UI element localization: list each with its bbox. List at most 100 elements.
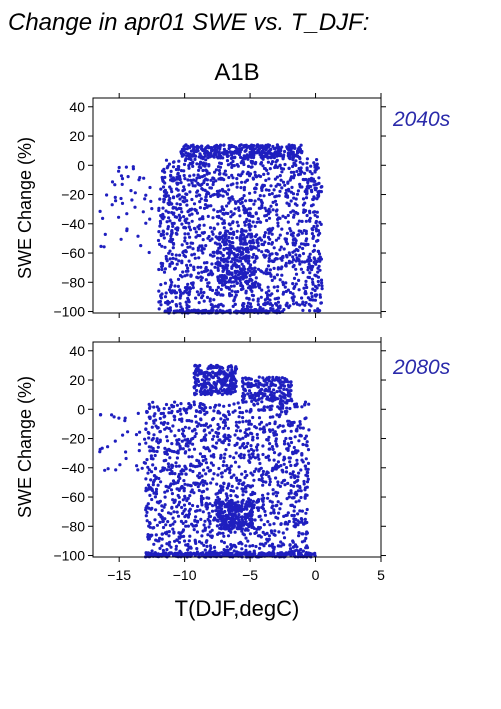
data-point	[159, 294, 163, 298]
data-point	[161, 230, 166, 234]
data-point	[240, 262, 244, 266]
data-point	[164, 158, 169, 162]
data-point	[205, 370, 209, 375]
data-point	[175, 510, 179, 514]
data-point	[149, 454, 153, 458]
data-point	[218, 274, 222, 278]
data-point	[191, 164, 195, 168]
data-point	[186, 548, 190, 552]
data-point	[223, 509, 227, 514]
data-point	[247, 449, 251, 453]
data-point	[118, 463, 122, 467]
data-point	[292, 170, 296, 174]
data-point	[142, 461, 146, 465]
data-point	[281, 395, 285, 399]
data-point	[183, 219, 187, 223]
data-point	[255, 182, 259, 187]
data-point	[306, 258, 310, 262]
data-point	[242, 481, 246, 485]
data-point	[249, 471, 253, 475]
data-point	[227, 508, 231, 513]
data-point	[240, 394, 245, 398]
data-point	[187, 448, 191, 452]
data-point	[262, 544, 266, 548]
data-point	[186, 144, 190, 148]
data-point	[193, 207, 197, 212]
data-point	[198, 508, 202, 512]
data-point	[166, 201, 170, 205]
data-point	[176, 171, 180, 175]
data-point	[263, 231, 267, 235]
data-point	[282, 442, 287, 446]
data-point	[297, 233, 301, 237]
data-point	[159, 283, 163, 287]
data-point	[228, 371, 232, 375]
data-point	[182, 407, 186, 411]
data-point	[288, 253, 292, 257]
data-point	[260, 186, 264, 190]
data-point	[232, 164, 236, 168]
data-point	[261, 243, 266, 247]
data-point	[320, 185, 324, 189]
data-point	[296, 519, 300, 523]
data-point	[186, 232, 190, 236]
data-point	[220, 510, 224, 514]
data-point	[178, 202, 182, 207]
data-point	[172, 450, 176, 454]
data-point	[214, 403, 218, 407]
data-point	[265, 470, 269, 474]
data-point	[219, 471, 223, 475]
data-point	[292, 520, 296, 524]
data-point	[212, 455, 216, 459]
data-point	[274, 433, 279, 437]
y-tick-label: −20	[61, 431, 85, 447]
data-point	[279, 502, 283, 506]
data-point	[289, 429, 293, 433]
data-point	[318, 231, 322, 235]
data-point	[173, 266, 177, 270]
data-point	[264, 309, 268, 313]
data-point	[262, 302, 266, 306]
data-point	[151, 483, 155, 487]
data-point	[244, 400, 248, 404]
data-point	[223, 505, 227, 509]
data-point	[239, 201, 243, 205]
data-point	[249, 391, 253, 395]
data-point	[202, 181, 206, 185]
data-point	[279, 149, 283, 153]
data-point	[291, 241, 295, 245]
data-point	[237, 276, 241, 280]
data-point	[221, 463, 225, 468]
data-point	[237, 465, 241, 469]
data-point	[272, 259, 276, 263]
data-point	[314, 262, 318, 266]
data-point	[170, 252, 174, 256]
data-point	[228, 552, 232, 556]
data-point	[244, 199, 248, 203]
data-point	[168, 523, 172, 528]
data-point	[316, 275, 321, 279]
data-point	[235, 163, 239, 167]
data-point	[227, 175, 231, 180]
data-point	[225, 192, 230, 196]
data-point	[119, 237, 123, 241]
data-point	[183, 425, 187, 429]
data-point	[248, 302, 253, 306]
data-point	[170, 261, 175, 265]
data-point	[189, 241, 193, 245]
data-point	[170, 442, 174, 446]
data-point	[228, 240, 232, 244]
data-point	[206, 425, 210, 429]
data-point	[194, 414, 198, 418]
data-point	[244, 256, 249, 260]
data-point	[252, 469, 257, 474]
data-point	[320, 287, 324, 291]
data-point	[156, 445, 160, 449]
data-point	[316, 266, 320, 270]
data-point	[101, 216, 105, 220]
data-point	[216, 435, 220, 439]
data-point	[284, 216, 288, 220]
data-point	[246, 441, 250, 445]
data-point	[227, 269, 231, 274]
data-point	[241, 532, 245, 536]
